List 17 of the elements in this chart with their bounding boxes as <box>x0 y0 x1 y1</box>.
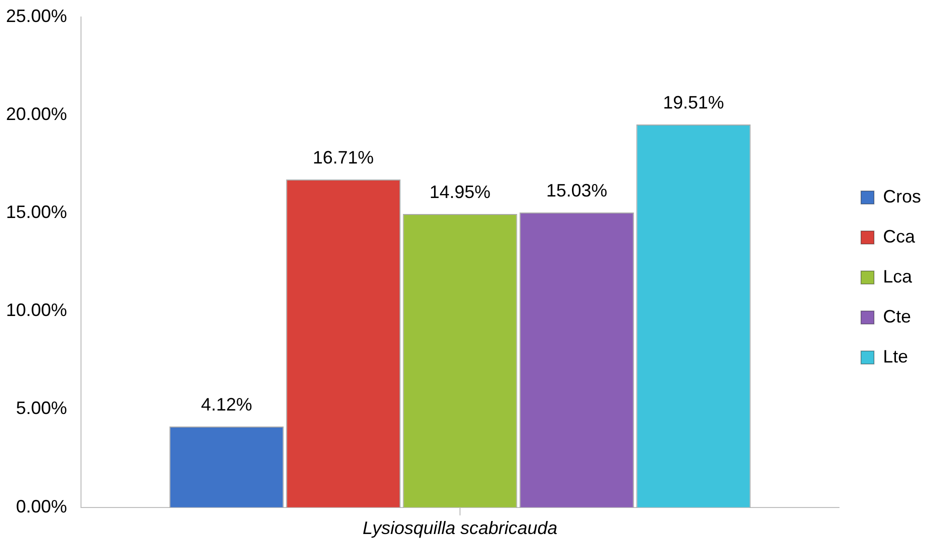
legend-label: Cros <box>882 186 922 206</box>
y-tick-label: 5.00% <box>16 398 68 418</box>
data-label: 14.95% <box>429 182 491 202</box>
y-tick-label: 10.00% <box>6 300 68 320</box>
data-label: 4.12% <box>201 394 252 415</box>
y-tick-label: 15.00% <box>6 202 68 222</box>
data-label: 19.51% <box>662 92 724 113</box>
legend-label: Cte <box>882 306 912 326</box>
x-tick-label: Lysiosquilla scabricauda <box>362 518 558 538</box>
legend-label: Lca <box>882 266 914 286</box>
data-label: 15.03% <box>546 180 608 200</box>
legend-label: Cca <box>882 226 916 246</box>
y-tick-label: 25.00% <box>6 6 68 26</box>
legend-label: Lte <box>882 346 908 366</box>
y-tick-label: 20.00% <box>6 104 68 124</box>
data-label: 16.71% <box>312 147 374 168</box>
y-tick-label: 0.00% <box>16 496 68 516</box>
